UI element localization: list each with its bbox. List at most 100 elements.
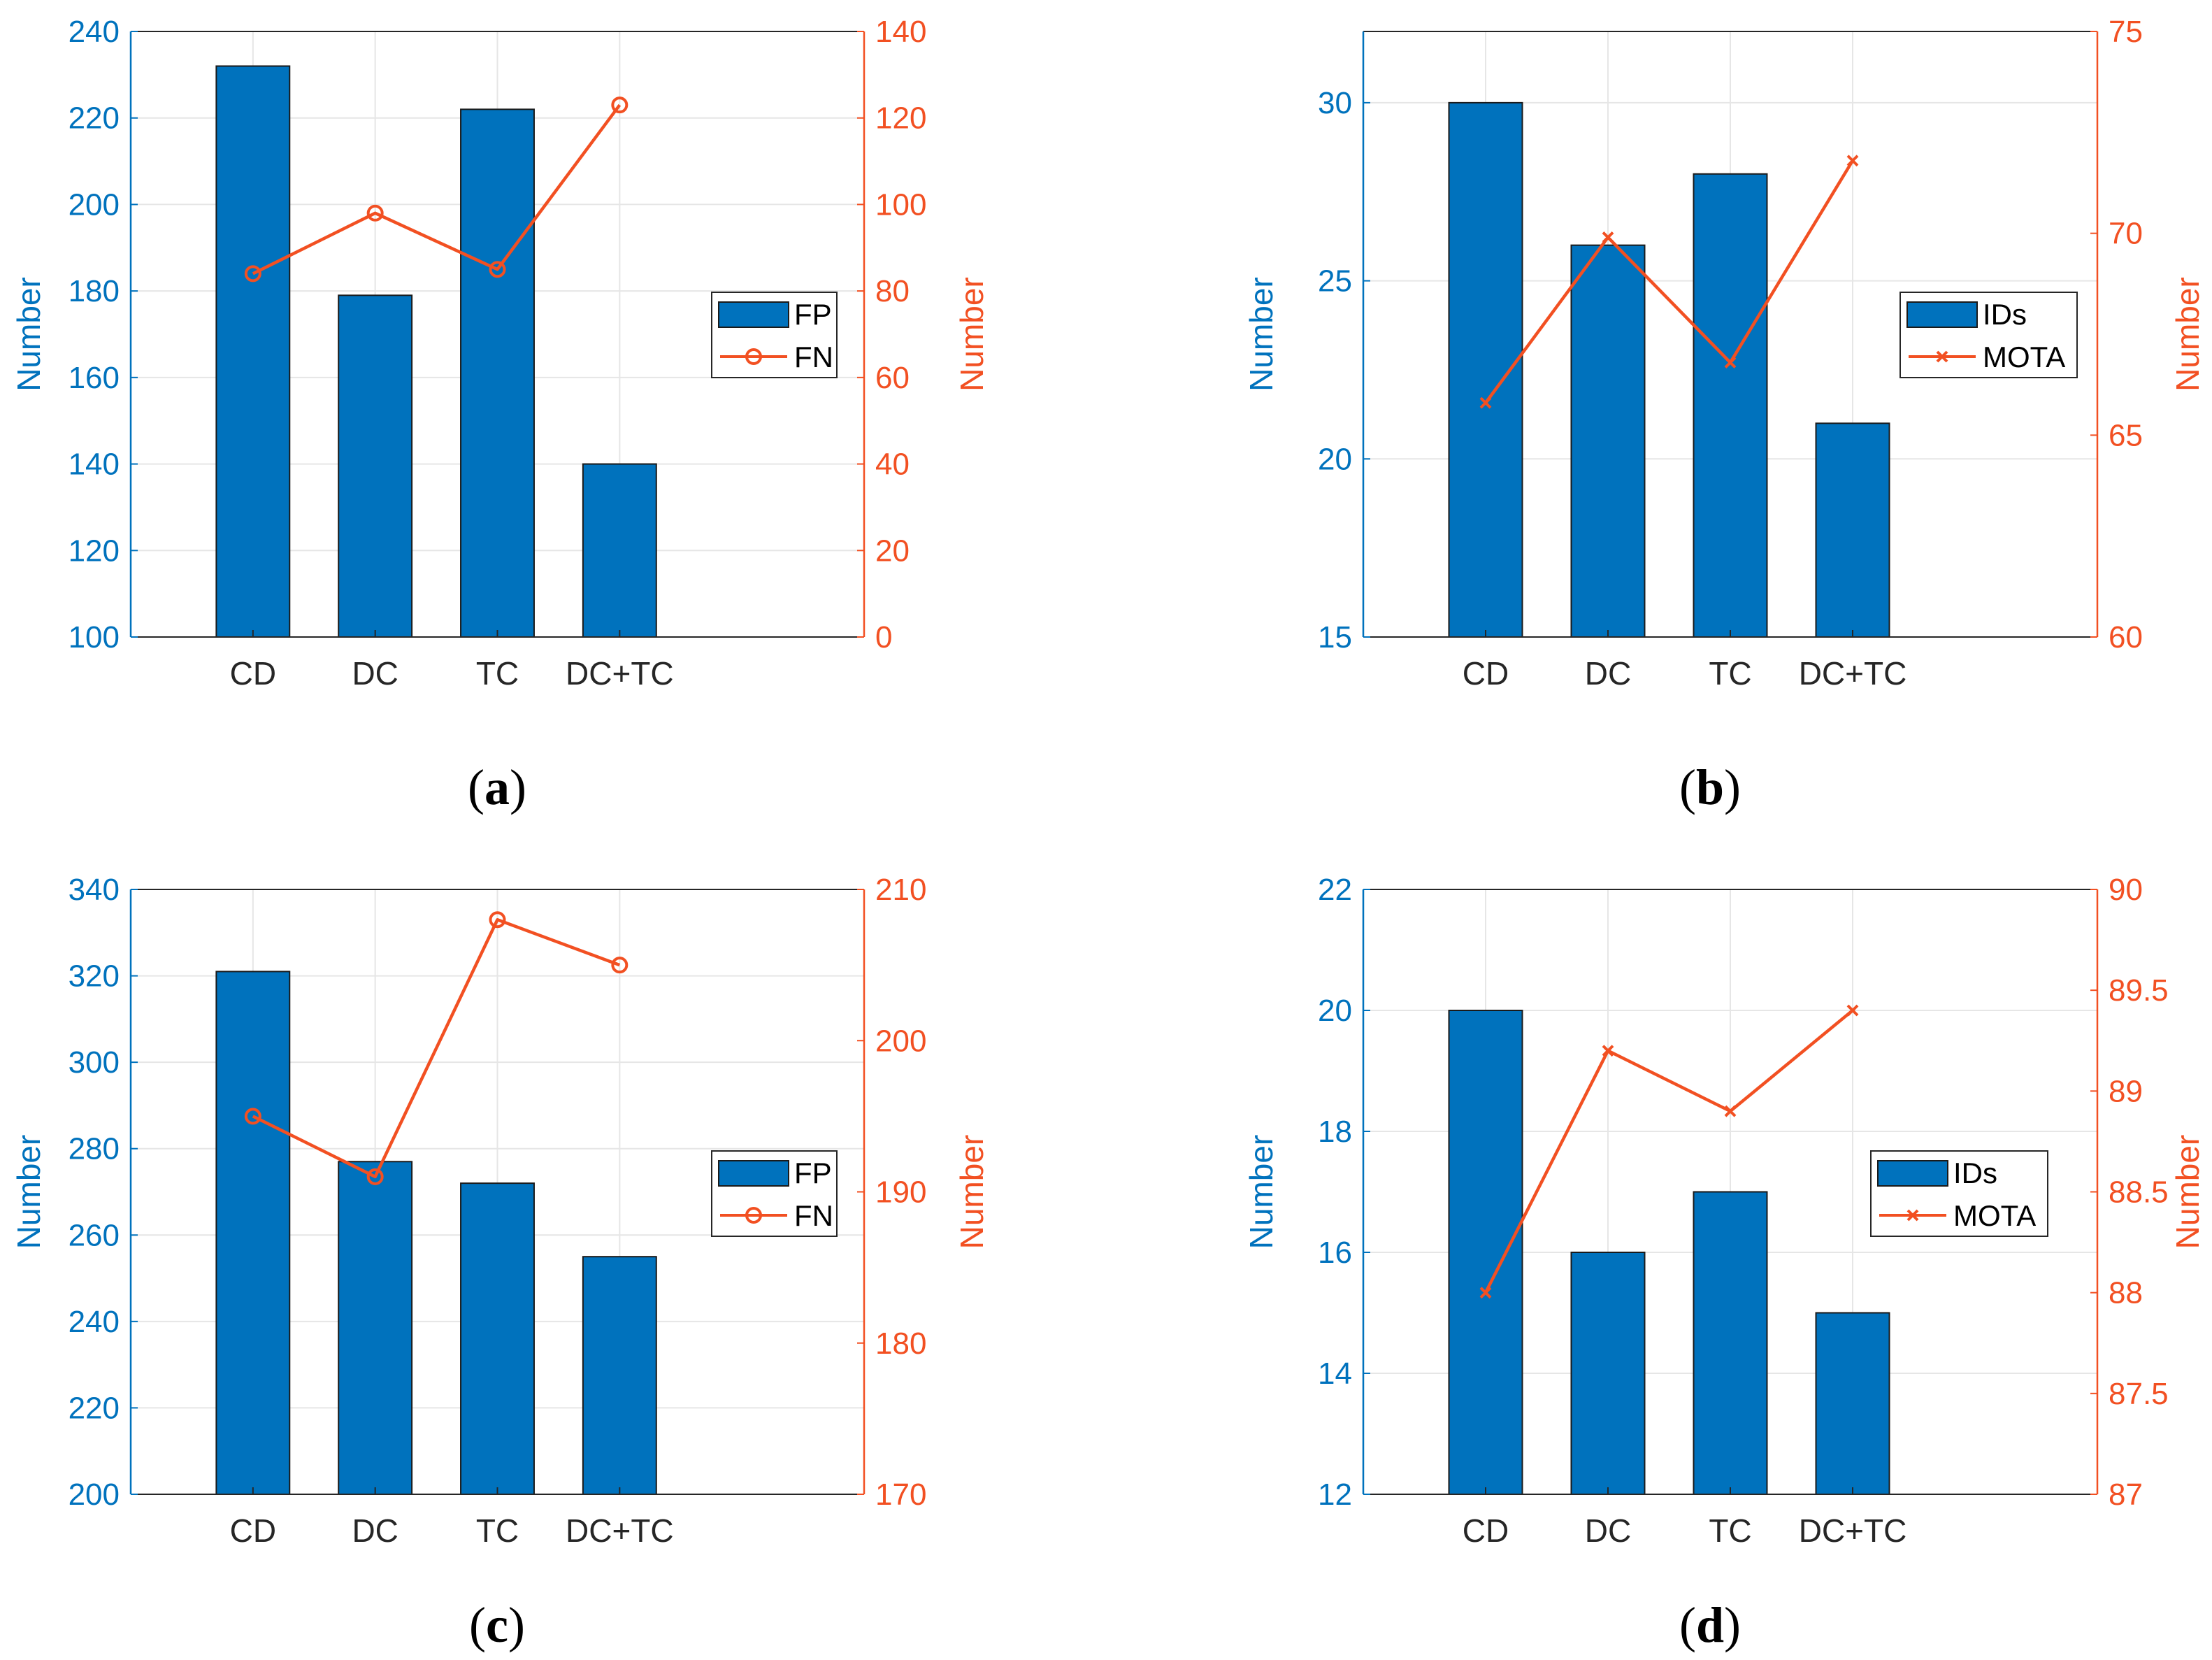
right-tick-label: 100	[875, 187, 926, 222]
left-tick-label: 16	[1318, 1236, 1352, 1270]
legend: FP FN	[711, 1150, 838, 1237]
marker-stroke	[1602, 1045, 1614, 1057]
legend: IDs MOTA	[1899, 292, 2078, 378]
x-tick-label: DC+TC	[1799, 655, 1907, 692]
left-tick-label: 15	[1318, 620, 1352, 654]
line-mota	[1484, 159, 1854, 404]
bar-fp-tc	[460, 108, 535, 638]
left-tick-label: 140	[69, 448, 120, 482]
left-axis-label: Number	[10, 277, 47, 392]
point-fn-tc	[489, 261, 506, 278]
marker-stroke	[1602, 231, 1614, 243]
marker-stroke	[1724, 356, 1737, 369]
bar-ids-tc	[1693, 173, 1768, 638]
right-axis-label: Number	[2169, 1135, 2206, 1250]
right-axis-label: Number	[954, 1135, 990, 1250]
point-fn-dc-tc	[611, 957, 629, 974]
point-fn-dc	[366, 204, 384, 222]
right-tick-label: 70	[2109, 217, 2143, 251]
right-axis-label: Number	[954, 277, 990, 392]
left-tick-label: 30	[1318, 86, 1352, 120]
marker-stroke	[1846, 155, 1859, 167]
caption-paren: (	[468, 759, 484, 815]
left-tick-label: 20	[1318, 994, 1352, 1028]
left-tick-label: 240	[69, 15, 120, 49]
legend-bar-label: IDs	[1953, 1157, 1997, 1189]
right-tick-label: 89	[2109, 1074, 2143, 1108]
right-tick-label: 180	[875, 1326, 926, 1361]
legend-line-label: MOTA	[1983, 341, 2065, 373]
x-tick-label: DC+TC	[1799, 1512, 1907, 1549]
legend-line-label: MOTA	[1953, 1199, 2036, 1232]
left-tick-label: 14	[1318, 1357, 1352, 1391]
line-fn	[252, 103, 622, 276]
caption-paren: )	[1724, 1597, 1741, 1653]
left-tick-label: 200	[69, 1477, 120, 1512]
point-fn-dc-tc	[611, 96, 629, 114]
x-tick-label: CD	[1463, 1512, 1509, 1549]
left-tick-label: 22	[1318, 873, 1352, 907]
bar-fp-cd	[215, 65, 291, 638]
legend: FP FN	[711, 292, 838, 378]
legend: IDs MOTA	[1870, 1150, 2048, 1237]
marker-stroke	[1936, 350, 1948, 363]
legend-line-marker	[745, 348, 762, 365]
bar-fp-dc	[338, 294, 413, 638]
legend-bar-label: IDs	[1983, 298, 2027, 331]
right-tick-label: 87	[2109, 1477, 2143, 1512]
left-tick-label: 200	[69, 187, 120, 222]
bar-fp-dc	[338, 1161, 413, 1495]
right-tick-label: 0	[875, 620, 892, 654]
bar-ids-tc	[1693, 1191, 1768, 1495]
line-fn	[252, 918, 621, 1179]
x-tick-label: CD	[1463, 655, 1509, 692]
left-tick-label: 25	[1318, 264, 1352, 299]
right-tick-label: 60	[2109, 620, 2143, 654]
left-axis-label: Number	[1243, 1135, 1279, 1250]
bar-ids-dc	[1570, 1252, 1646, 1495]
x-tick-label: TC	[476, 655, 519, 692]
legend-line-marker	[1906, 1209, 1919, 1222]
bar-fp-dc-tc	[582, 463, 657, 638]
left-tick-label: 300	[69, 1045, 120, 1080]
right-tick-label: 200	[875, 1024, 926, 1058]
left-tick-label: 340	[69, 873, 120, 907]
legend-line-label: FN	[794, 1199, 833, 1232]
right-tick-label: 89.5	[2109, 973, 2169, 1008]
point-fn-tc	[489, 911, 506, 929]
left-tick-label: 20	[1318, 442, 1352, 476]
point-mota-dc	[1602, 1045, 1614, 1057]
point-mota-cd	[1479, 1287, 1492, 1299]
legend-bar-swatch	[718, 1160, 789, 1187]
right-tick-label: 80	[875, 274, 910, 308]
right-tick-label: 60	[875, 361, 910, 395]
right-tick-label: 210	[875, 873, 926, 907]
x-tick-label: DC	[1585, 655, 1631, 692]
right-tick-label: 120	[875, 101, 926, 136]
legend-bar-swatch	[718, 301, 789, 328]
right-tick-label: 190	[875, 1175, 926, 1210]
x-tick-label: CD	[230, 1512, 276, 1549]
bar-ids-dc-tc	[1815, 422, 1890, 638]
marker-stroke	[1906, 1209, 1919, 1222]
point-fn-cd	[244, 265, 261, 282]
panel-caption: (d)	[1679, 1597, 1741, 1653]
x-tick-label: DC	[352, 1512, 398, 1549]
right-tick-label: 88.5	[2109, 1175, 2169, 1210]
caption-paren: (	[1679, 1597, 1696, 1653]
marker-stroke	[1479, 396, 1492, 409]
x-tick-label: DC+TC	[566, 655, 674, 692]
left-axis-label: Number	[1243, 277, 1279, 392]
chart-panel-a: 100 120 140 160 180 200 220 240 0 20 40 60 80 100 120 1…	[10, 15, 990, 815]
marker-stroke	[1479, 1287, 1492, 1299]
caption-paren: (	[469, 1597, 486, 1653]
legend-bar-label: FP	[794, 298, 832, 331]
line-mota	[1484, 1009, 1854, 1294]
left-tick-label: 120	[69, 534, 120, 568]
bar-ids-dc	[1570, 244, 1646, 638]
marker-stroke	[1846, 1004, 1859, 1017]
bar-fp-tc	[460, 1182, 535, 1495]
chart-panel-b: 15 20 25 30 60 65 70 75 CD DC TC DC+TC Number Number I…	[1243, 15, 2206, 815]
caption-letter: b	[1696, 759, 1724, 815]
